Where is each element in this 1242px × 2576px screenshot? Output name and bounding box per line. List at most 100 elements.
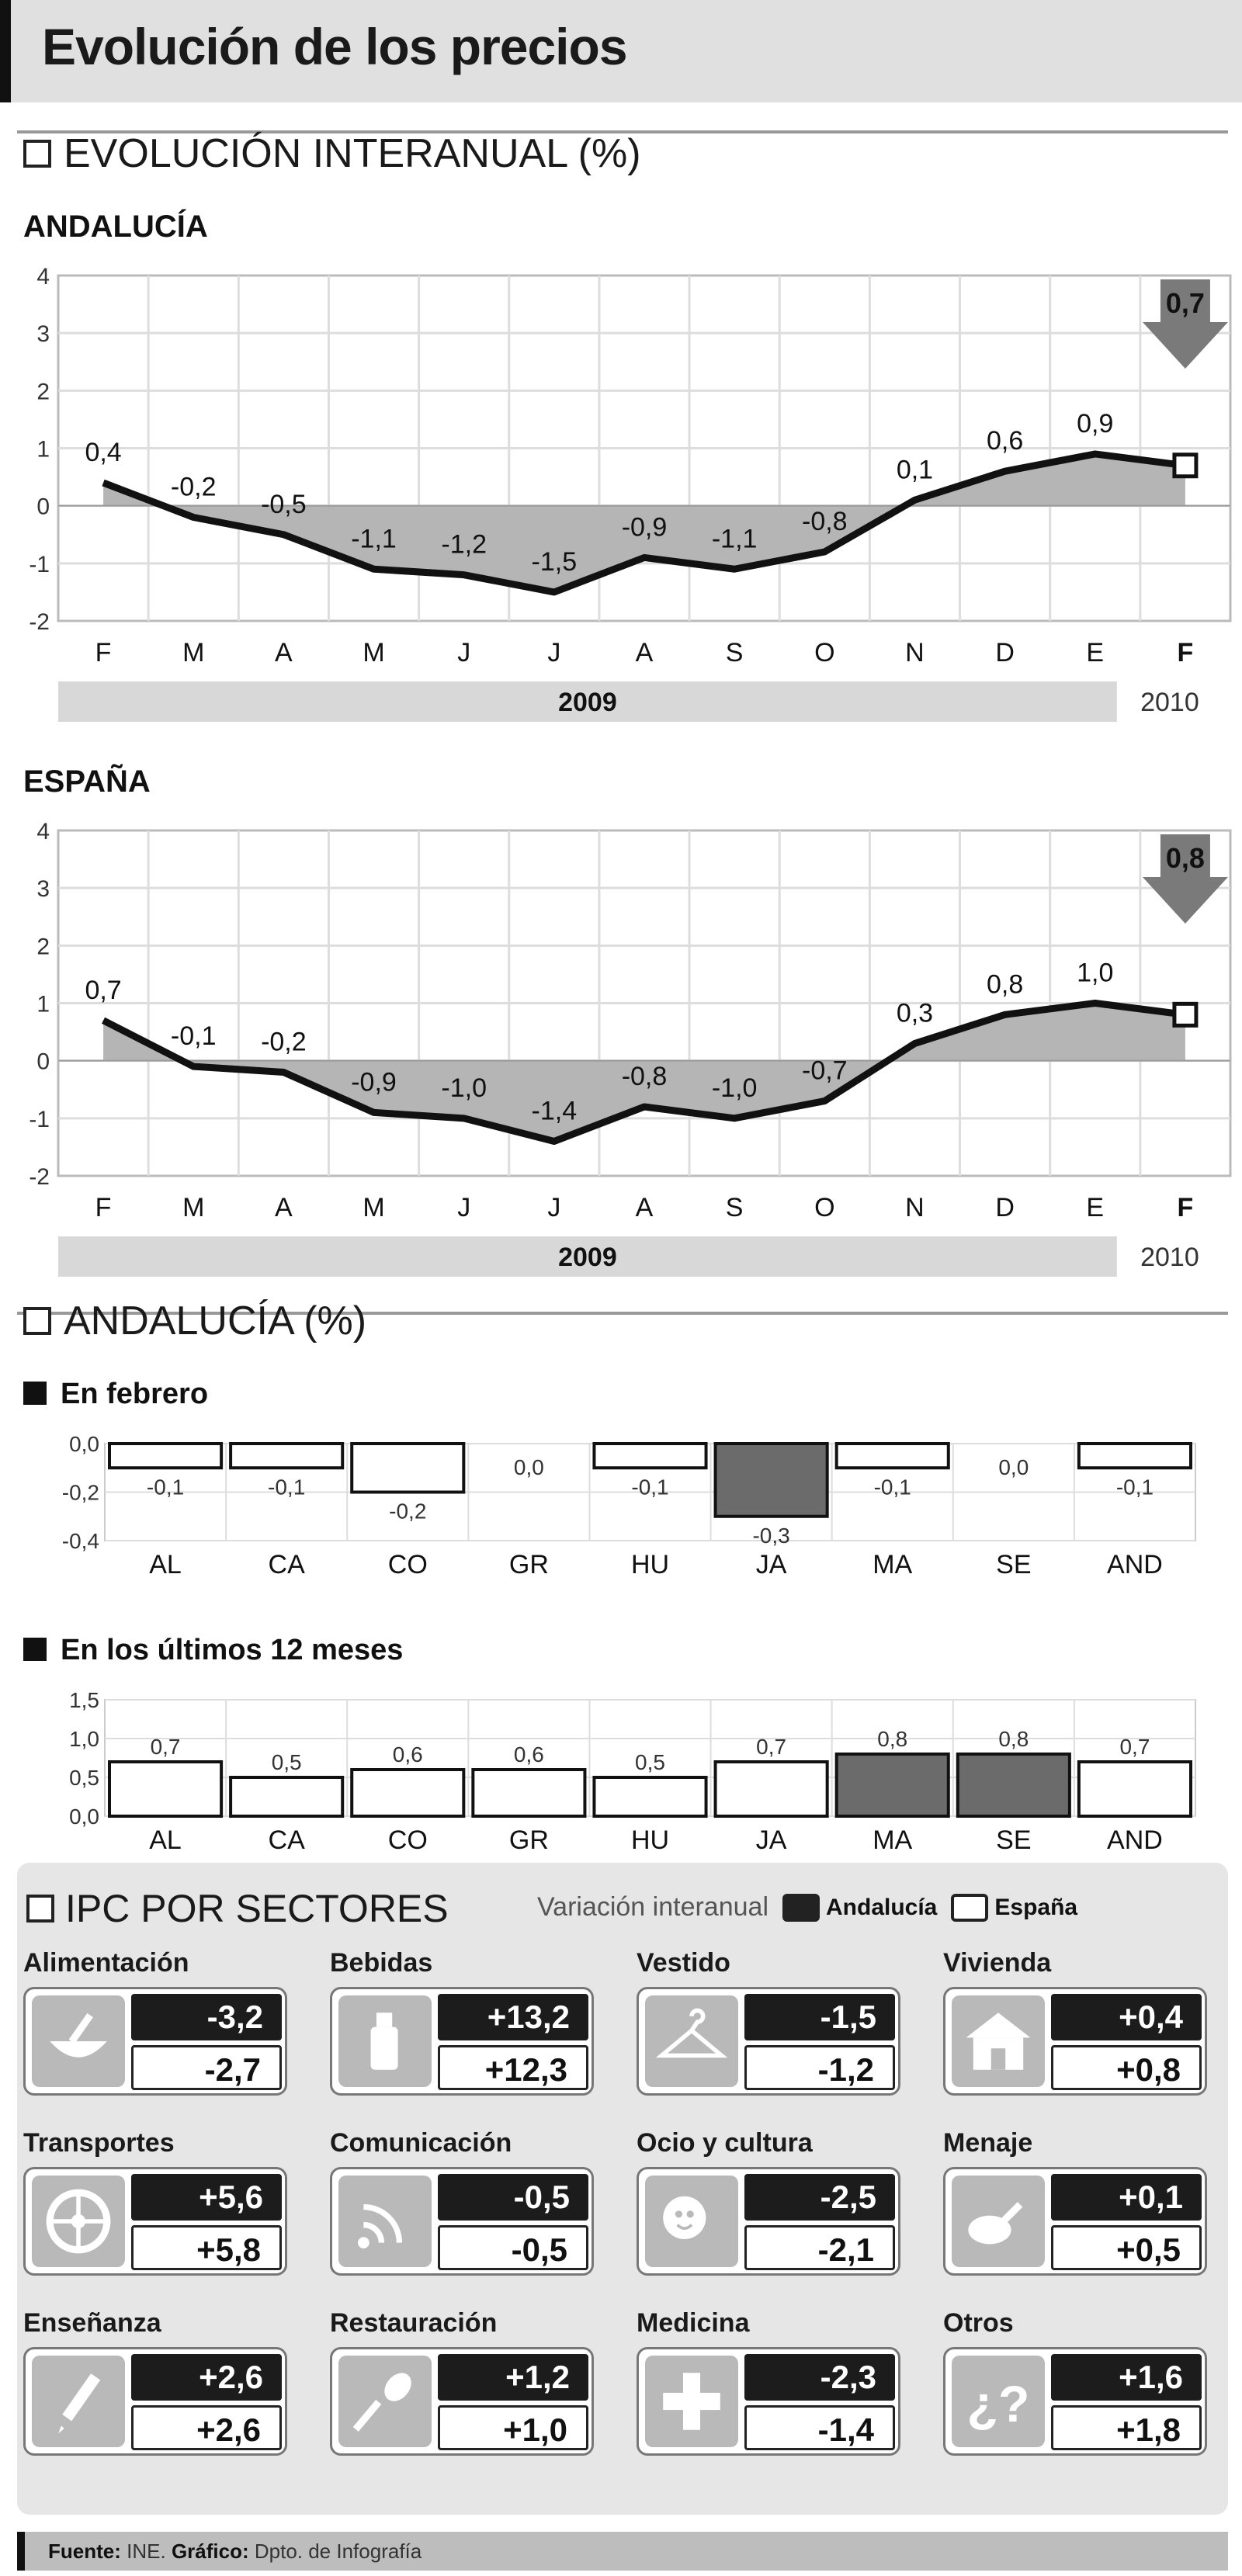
- data-label: 0,7: [85, 976, 121, 1005]
- data-label: -1,1: [712, 524, 758, 553]
- y-tick-label: 1,5: [69, 1688, 99, 1712]
- data-label: -0,1: [171, 1021, 217, 1051]
- question-icon: ¿?: [952, 2356, 1045, 2447]
- year-band: [58, 681, 1117, 722]
- sector-card: Comunicación -0,5 -0,5: [330, 2128, 609, 2276]
- section-heading-text: ANDALUCÍA (%): [64, 1298, 367, 1343]
- sector-card: Vivienda +0,4 +0,8: [943, 1948, 1223, 2096]
- sector-card: Ocio y cultura -2,5 -2,1: [637, 2128, 916, 2276]
- x-tick-label: A: [275, 1193, 293, 1222]
- x-tick-label: J: [547, 1193, 560, 1222]
- x-tick-label: GR: [509, 1825, 549, 1855]
- house-icon: [952, 1995, 1045, 2087]
- data-label: -0,1: [631, 1475, 668, 1499]
- value-andalucia: +5,6: [131, 2174, 282, 2221]
- data-label: -0,2: [261, 1028, 307, 1057]
- data-label: -0,8: [802, 507, 848, 536]
- year-band: [58, 1236, 1117, 1277]
- bar: [350, 1442, 466, 1494]
- bar: [471, 1768, 587, 1818]
- chart-title: En febrero: [61, 1378, 208, 1410]
- sectors-title-text: IPC POR SECTORES: [65, 1887, 449, 1930]
- data-label: 0,7: [1166, 287, 1205, 319]
- bar: [1077, 1760, 1193, 1818]
- square-icon: [23, 1638, 47, 1661]
- value-andalucia: +1,6: [1051, 2354, 1202, 2401]
- sector-card: Alimentación -3,2 -2,7: [23, 1948, 303, 2096]
- footer-graphic-label: Gráfico:: [171, 2540, 249, 2563]
- x-tick-label: AND: [1107, 1550, 1163, 1579]
- bar: [592, 1442, 708, 1470]
- x-tick-label: A: [275, 638, 293, 667]
- data-label: 0,1: [897, 455, 933, 484]
- data-label: 0,8: [987, 969, 1023, 999]
- data-label: 0,6: [987, 426, 1023, 456]
- x-tick-label: SE: [996, 1550, 1031, 1579]
- chart-andalucia: ANDALUCÍA 4 3 2 1 0 -1 -2 0,4 F -0,2 M -0,5 A -1,1 M -1,…: [23, 209, 1232, 722]
- bar: [229, 1776, 345, 1818]
- x-tick-label: O: [814, 638, 834, 667]
- y-tick-label: -1: [29, 552, 50, 577]
- value-andalucia: +13,2: [438, 1994, 588, 2040]
- x-tick-label: M: [363, 1193, 384, 1222]
- x-tick-label: MA: [873, 1550, 912, 1579]
- legend-andalucia-swatch: [782, 1893, 820, 1922]
- sector-card: Restauración +1,2 +1,0: [330, 2308, 609, 2456]
- x-tick-label: J: [547, 638, 560, 667]
- spoon-icon: [338, 2356, 432, 2447]
- sector-name: Otros: [943, 2308, 1014, 2338]
- last-point-marker: [1172, 1001, 1199, 1028]
- x-tick-label: M: [182, 1193, 204, 1222]
- series-line: [102, 450, 1186, 596]
- square-icon: [26, 1895, 54, 1922]
- highlight-arrow: [1142, 877, 1228, 924]
- wheel-icon: [32, 2176, 125, 2267]
- legend-andalucia-label: Andalucía: [826, 1894, 938, 1920]
- legend-espana-swatch: [951, 1893, 989, 1922]
- data-label: -0,5: [261, 490, 307, 519]
- highlight-arrow: [1160, 279, 1210, 323]
- data-label: -1,5: [532, 547, 578, 577]
- section-heading-andalucia: ANDALUCÍA (%): [23, 1298, 366, 1344]
- hanger-icon: [645, 1995, 738, 2087]
- y-tick-label: 4: [36, 264, 50, 289]
- bar: [350, 1768, 466, 1818]
- x-tick-label: A: [636, 1193, 654, 1222]
- series-line: [102, 1000, 1186, 1145]
- y-tick-label: 0: [36, 1049, 50, 1075]
- data-label: 0,6: [514, 1742, 544, 1766]
- x-tick-label: F: [1178, 1193, 1194, 1222]
- value-andalucia: -3,2: [131, 1994, 282, 2040]
- y-tick-label: 1: [36, 437, 50, 463]
- data-label: -0,1: [147, 1475, 184, 1499]
- data-label: 0,7: [756, 1735, 786, 1759]
- section-heading-text: EVOLUCIÓN INTERANUAL (%): [64, 131, 641, 176]
- value-espana: +2,6: [131, 2405, 282, 2450]
- sector-card: Vestido -1,5 -1,2: [637, 1948, 916, 2096]
- year-label: 2010: [1140, 1243, 1199, 1272]
- x-tick-label: GR: [509, 1550, 549, 1579]
- value-andalucia: +0,4: [1051, 1994, 1202, 2040]
- value-espana: -2,7: [131, 2045, 282, 2090]
- footer-source-label: Fuente:: [48, 2540, 121, 2563]
- x-tick-label: AL: [149, 1550, 182, 1579]
- data-label: -1,4: [532, 1097, 578, 1126]
- sector-name: Menaje: [943, 2128, 1033, 2158]
- footer-graphic: Dpto. de Infografía: [254, 2540, 422, 2563]
- sectors-panel: IPC POR SECTORES Variación interanual An…: [17, 1863, 1228, 2515]
- data-label: -1,0: [441, 1073, 487, 1103]
- x-tick-label: D: [995, 1193, 1015, 1222]
- pan-icon: [952, 2176, 1045, 2267]
- value-andalucia: -2,3: [744, 2354, 895, 2401]
- data-label: 0,7: [1119, 1735, 1150, 1759]
- sector-card: Transportes +5,6 +5,8: [23, 2128, 303, 2276]
- chart-ultimos-12-meses: En los últimos 12 meses 1,5 1,0 0,5 0,0 0,7 AL…: [23, 1634, 1196, 1855]
- y-tick-label: 3: [36, 876, 50, 902]
- x-tick-label: A: [636, 638, 654, 667]
- sector-values: +1,2 +1,0: [330, 2347, 594, 2456]
- last-point-marker: [1172, 452, 1199, 479]
- x-tick-label: HU: [631, 1825, 669, 1855]
- chart-title: En los últimos 12 meses: [61, 1634, 403, 1666]
- sector-values: +5,6 +5,8: [23, 2167, 287, 2276]
- cross-icon: [645, 2356, 738, 2447]
